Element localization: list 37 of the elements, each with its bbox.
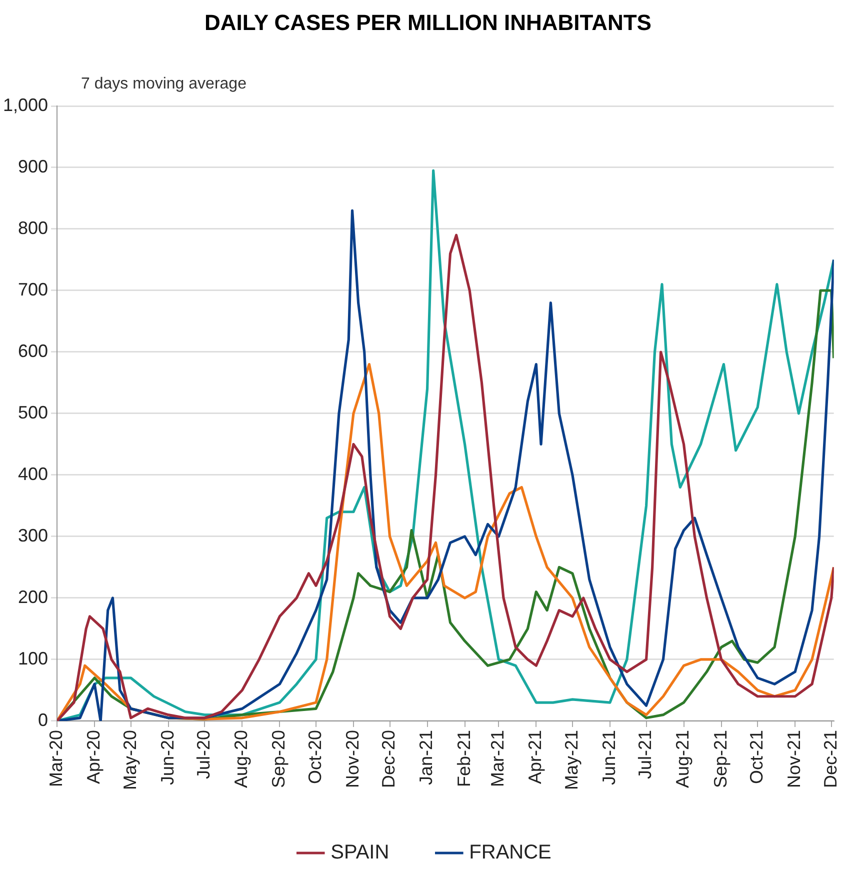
x-tick-label: Jul-21 xyxy=(635,730,656,780)
x-tick-label: Nov-21 xyxy=(784,730,804,788)
x-tick-label: Sep-20 xyxy=(268,730,289,788)
x-tick-label: Aug-21 xyxy=(672,730,693,788)
x-tick-label: May-20 xyxy=(120,730,140,790)
y-tick-label: 700 xyxy=(18,279,48,300)
x-tick-label: Feb-21 xyxy=(454,730,474,788)
chart-title: DAILY CASES PER MILLION INHABITANTS xyxy=(204,10,652,37)
y-tick-label: 400 xyxy=(18,464,48,484)
x-tick-label: Apr-20 xyxy=(84,730,104,784)
legend-label: SPAIN xyxy=(330,842,390,864)
y-tick-label: 100 xyxy=(18,648,48,668)
y-tick-label: 200 xyxy=(18,586,48,607)
x-tick-label: Jan-21 xyxy=(416,730,436,786)
y-tick-label: 600 xyxy=(18,340,48,361)
x-tick-label: Mar-21 xyxy=(488,730,508,787)
y-tick-label: 800 xyxy=(18,218,48,238)
y-tick-label: 500 xyxy=(18,402,48,422)
x-tick-label: Sep-21 xyxy=(710,730,730,788)
x-tick-label: Jun-20 xyxy=(157,730,178,786)
x-tick-label: Oct-21 xyxy=(746,730,767,784)
y-tick-label: 900 xyxy=(18,156,48,176)
y-tick-label: 1,000 xyxy=(2,94,48,115)
x-tick-label: Aug-20 xyxy=(231,730,252,788)
chart-subtitle: 7 days moving average xyxy=(81,75,247,92)
x-tick-label: Dec-20 xyxy=(378,730,399,788)
y-tick-label: 300 xyxy=(18,525,48,546)
x-tick-label: Apr-21 xyxy=(525,730,546,784)
x-tick-label: May-21 xyxy=(561,730,582,790)
x-tick-label: Jun-21 xyxy=(598,730,619,786)
x-tick-label: Jul-20 xyxy=(194,730,214,780)
x-tick-label: Nov-20 xyxy=(342,730,362,788)
legend-label: FRANCE xyxy=(469,842,552,864)
y-tick-label: 0 xyxy=(38,710,48,730)
x-tick-label: Mar-20 xyxy=(46,730,66,787)
x-tick-label: Dec-21 xyxy=(820,730,840,788)
x-tick-label: Oct-20 xyxy=(304,730,325,784)
